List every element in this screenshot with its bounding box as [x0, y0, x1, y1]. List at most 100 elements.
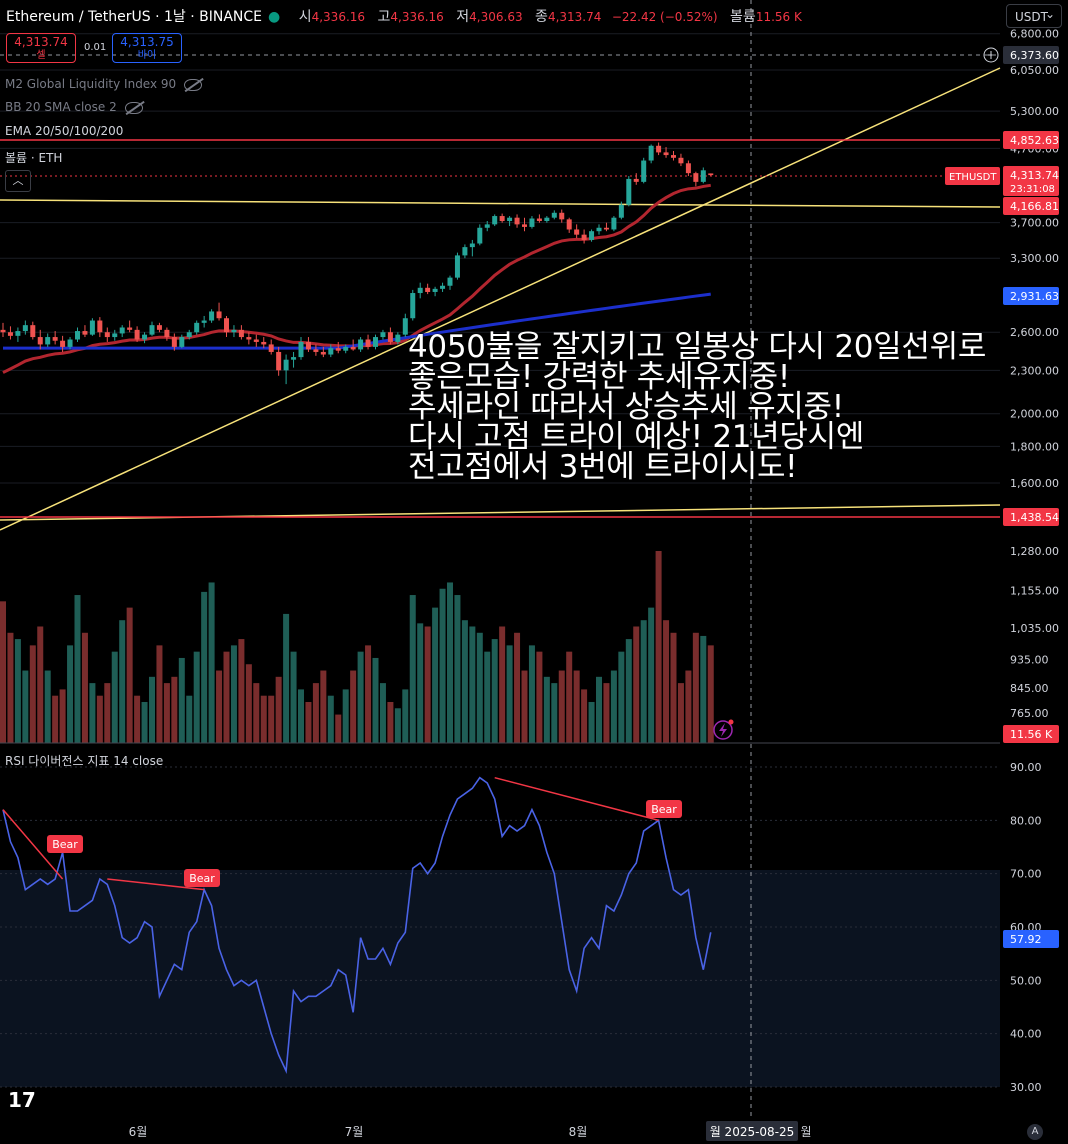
low-label: 저	[456, 9, 470, 25]
volume-bar	[320, 670, 327, 743]
candle-body	[276, 351, 282, 371]
volume-bar	[566, 651, 573, 743]
volume-bar	[59, 689, 66, 743]
candle-body	[171, 337, 177, 347]
candle-body	[15, 331, 21, 336]
volume-bar	[126, 607, 133, 743]
volume-bar	[81, 632, 88, 743]
volume-bar	[625, 639, 632, 743]
collapse-indicators-button[interactable]: ︿	[5, 170, 31, 192]
candle-body	[45, 337, 51, 345]
crosshair-price-tag-bg	[1003, 46, 1059, 64]
resistance-tag-bg	[1003, 131, 1059, 149]
bear-badge-label: Bear	[189, 872, 215, 885]
volume-bar	[663, 620, 670, 743]
ascending-trendline	[0, 67, 1001, 531]
buy-label: 바이	[137, 50, 157, 61]
sell-button[interactable]: 4,313.74 셀	[6, 33, 76, 63]
support-tag: 1,438.54	[1003, 508, 1059, 526]
annotation-text[interactable]: 4050불을 잘지키고 일봉상 다시 20일선위로 좋은모습! 강력한 추세유지…	[408, 329, 987, 485]
rsi-tick-label: 70.00	[1010, 868, 1042, 881]
candle-body	[425, 287, 431, 292]
level-tag-bg	[1003, 197, 1059, 215]
spread-value: 0.01	[84, 42, 107, 53]
note-line: 4050불을 잘지키고 일봉상 다시 20일선위로	[408, 329, 987, 365]
volume-bar	[111, 651, 118, 743]
rsi-tick-label: 30.00	[1010, 1081, 1042, 1094]
change-value: −22.42 (−0.52%)	[611, 10, 718, 24]
buy-price: 4,313.75	[120, 35, 174, 49]
volume-bar	[201, 591, 208, 743]
indicator-m2[interactable]: M2 Global Liquidity Index 90	[5, 77, 203, 91]
bear-badge	[646, 800, 682, 818]
eye-off-icon[interactable]	[184, 78, 203, 91]
ema200-tag-text: 2,931.63	[1010, 290, 1059, 303]
candle-body	[641, 160, 647, 182]
crosshair-price-tag: 6,373.60	[1003, 46, 1059, 64]
sell-price: 4,313.74	[14, 35, 68, 49]
volume-bar	[253, 683, 260, 743]
volume-bar	[670, 632, 677, 743]
volume-bar	[52, 695, 59, 743]
candle-body	[134, 329, 140, 340]
volume-bar	[230, 645, 237, 743]
volume-label: 볼륨	[730, 9, 756, 25]
indicator-volume[interactable]: 볼륨 · ETH	[5, 151, 63, 165]
volume-bar	[119, 620, 126, 743]
volume-bar	[245, 664, 252, 743]
sell-label: 셀	[36, 50, 46, 61]
candle-body	[149, 325, 155, 335]
last-price-bg	[1003, 166, 1059, 196]
candle-body	[22, 325, 28, 332]
symbol-title[interactable]: Ethereum / TetherUS · 1날 · BINANCE	[6, 9, 263, 25]
indicator-rsi[interactable]: RSI 다이버전스 지표 14 close	[5, 754, 164, 768]
candle-body	[127, 327, 133, 330]
volume-bar	[275, 676, 282, 743]
note-line: 좋은모습! 강력한 추세유지중!	[408, 359, 791, 395]
volume-bar	[484, 651, 491, 743]
lightning-icon[interactable]	[713, 719, 734, 740]
volume-bar	[89, 683, 96, 743]
candle-body	[626, 178, 632, 205]
volume-bar	[74, 595, 81, 743]
candle-body	[60, 340, 66, 347]
candle-body	[320, 351, 326, 355]
volume-bar	[394, 708, 401, 743]
volume-bar	[365, 645, 372, 743]
low-value: 4,306.63	[469, 10, 523, 24]
indicator-bb[interactable]: BB 20 SMA close 2	[5, 100, 143, 114]
time-label: 6월	[129, 1125, 148, 1139]
note-line: 전고점에서 3번에 트라이시도!	[408, 449, 798, 485]
time-axis: 6월 7월 8월 월 월 2025-08-25	[129, 1121, 812, 1141]
candle-body	[30, 325, 36, 338]
candle-body	[402, 318, 408, 335]
currency-select[interactable]: USDT	[1006, 2, 1062, 28]
candle-body	[432, 288, 438, 292]
volume-tick-label: 1,155.00	[1010, 584, 1059, 597]
time-label: 7월	[345, 1125, 364, 1139]
volume-bar	[208, 582, 215, 743]
candle-body	[350, 346, 356, 350]
volume-bar	[216, 670, 223, 743]
tradingview-logo: 17	[8, 1088, 36, 1112]
volume-bar	[312, 683, 319, 743]
price-tick-label: 1,800.00	[1010, 440, 1059, 453]
price-tick-label: 2,000.00	[1010, 408, 1059, 421]
auto-scale-button[interactable]: A	[1027, 1124, 1043, 1140]
buy-button[interactable]: 4,313.75 바이	[112, 33, 182, 63]
price-tick-label: 2,600.00	[1010, 326, 1059, 339]
symbol-tag-text: ETHUSDT	[949, 172, 997, 183]
volume-bar	[700, 635, 707, 743]
candle-body	[454, 255, 460, 278]
candle-body	[529, 218, 535, 227]
volume-bar	[528, 645, 535, 743]
candle-body	[283, 359, 289, 371]
eye-off-icon[interactable]	[124, 101, 143, 114]
indicator-ema[interactable]: EMA 20/50/100/200	[5, 124, 124, 138]
candle-body	[566, 219, 572, 230]
volume-bar	[469, 626, 476, 743]
candle-body	[104, 332, 110, 338]
bear-badge	[184, 869, 220, 887]
volume-value: 11.56 K	[755, 10, 802, 24]
